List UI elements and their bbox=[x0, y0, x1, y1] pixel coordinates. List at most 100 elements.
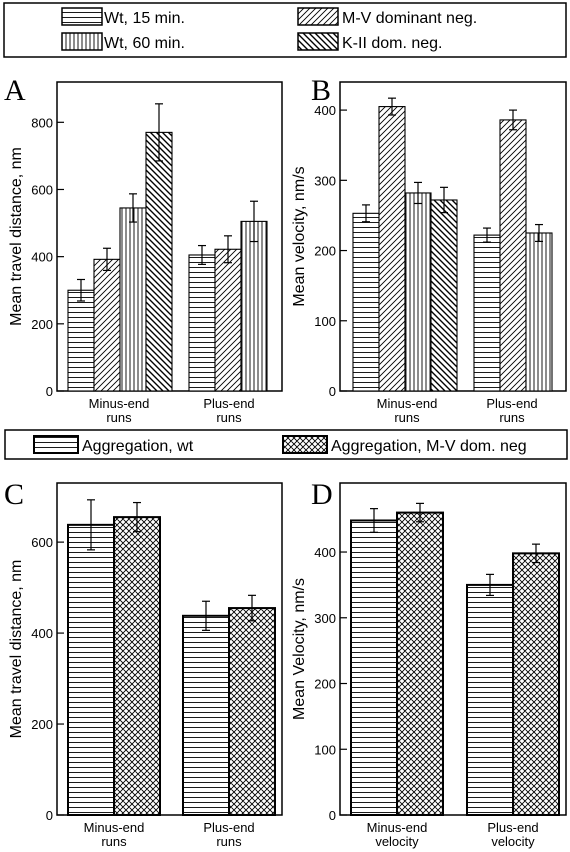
y-tick-label: 200 bbox=[314, 244, 336, 259]
category-label: Minus-end runs bbox=[89, 396, 150, 425]
bar bbox=[396, 511, 444, 816]
bar bbox=[145, 131, 173, 392]
category-label-line: Plus-end bbox=[486, 396, 537, 411]
bar bbox=[214, 248, 242, 392]
y-axis-label: Mean Velocity, nm/s bbox=[291, 578, 308, 720]
legend-top-item: K-II dom. neg. bbox=[297, 32, 443, 52]
error-bar bbox=[129, 193, 137, 223]
error-bar bbox=[370, 508, 378, 533]
error-bar bbox=[440, 186, 448, 214]
legend-swatch bbox=[297, 7, 339, 26]
y-tick-label: 0 bbox=[329, 808, 336, 823]
category-label-line: runs bbox=[216, 410, 242, 425]
y-tick-label: 600 bbox=[31, 535, 53, 550]
category-label-line: runs bbox=[106, 410, 132, 425]
y-tick-label: 0 bbox=[46, 384, 53, 399]
bar bbox=[473, 234, 501, 392]
category-label-line: Minus-end bbox=[84, 820, 145, 835]
y-tick-label: 400 bbox=[314, 545, 336, 560]
category-label-line: Plus-end bbox=[203, 820, 254, 835]
bar bbox=[466, 583, 514, 817]
category-label-line: Minus-end bbox=[89, 396, 150, 411]
chart-panel-b: B 0 100 200 300 400 Mean velocity, nm/s Minus-e… bbox=[291, 74, 567, 425]
y-tick-label: 400 bbox=[31, 250, 53, 265]
bar bbox=[430, 199, 458, 392]
legend-bottom: Aggregation, wt Aggregation, M-V dom. ne… bbox=[4, 429, 568, 460]
bar bbox=[67, 289, 95, 392]
category-label-line: Plus-end bbox=[487, 820, 538, 835]
legend-top-item: M-V dominant neg. bbox=[297, 7, 477, 27]
error-bar bbox=[388, 97, 396, 116]
y-tick-label: 100 bbox=[314, 314, 336, 329]
y-axis-label: Mean travel distance, nm bbox=[8, 560, 25, 739]
bar bbox=[182, 614, 230, 816]
legend-label: Aggregation, M-V dom. neg bbox=[331, 438, 527, 455]
panel-letter: B bbox=[311, 74, 331, 107]
error-bar bbox=[103, 247, 111, 272]
legend-swatch bbox=[61, 7, 103, 26]
error-bar bbox=[133, 501, 141, 533]
error-bar bbox=[414, 181, 422, 205]
bar bbox=[119, 207, 147, 392]
category-label: Plus-end runs bbox=[486, 396, 537, 425]
y-tick-label: 600 bbox=[31, 182, 53, 197]
category-label-line: runs bbox=[394, 410, 420, 425]
plot-frame bbox=[339, 482, 567, 816]
category-label-line: velocity bbox=[491, 834, 535, 849]
legend-swatch bbox=[33, 435, 79, 454]
y-tick-label: 300 bbox=[314, 611, 336, 626]
legend-label: Aggregation, wt bbox=[82, 438, 194, 455]
category-label-line: Plus-end bbox=[203, 396, 254, 411]
chart-panel-a: A 0 200 400 600 800 Mean travel distance, nm Mi… bbox=[4, 74, 283, 425]
legend-label: K-II dom. neg. bbox=[342, 35, 443, 52]
error-bar bbox=[486, 573, 494, 597]
bar bbox=[93, 258, 121, 392]
legend-swatch bbox=[61, 32, 103, 51]
legend-top-item: Wt, 15 min. bbox=[61, 7, 185, 27]
panel-letter: A bbox=[4, 74, 26, 107]
error-bar bbox=[483, 227, 491, 243]
legend-bottom-item: Aggregation, M-V dom. neg bbox=[282, 435, 527, 455]
bar bbox=[228, 607, 276, 816]
error-bar bbox=[77, 278, 85, 302]
category-label-line: runs bbox=[216, 834, 242, 849]
bar bbox=[113, 516, 161, 817]
legend-swatch bbox=[282, 435, 328, 454]
error-bar bbox=[532, 543, 540, 564]
bar bbox=[404, 192, 432, 392]
y-tick-label: 300 bbox=[314, 173, 336, 188]
error-bar bbox=[509, 109, 517, 131]
error-bar bbox=[224, 235, 232, 264]
chart-panel-d: D 0 100 200 300 400 Mean Velocity, nm/s Minus-e… bbox=[291, 478, 567, 849]
bar bbox=[188, 254, 216, 392]
chart-panel-c: C 0 200 400 600 Mean travel distance, nm Minus… bbox=[4, 478, 283, 849]
error-bar bbox=[87, 499, 95, 551]
category-label: Minus-end velocity bbox=[367, 820, 428, 849]
category-label: Plus-end runs bbox=[203, 820, 254, 849]
error-bar bbox=[535, 223, 543, 243]
bar bbox=[378, 106, 406, 392]
legend-top: Wt, 15 min. Wt, 60 min. M-V dominant neg… bbox=[3, 2, 567, 58]
y-tick-label: 200 bbox=[314, 677, 336, 692]
error-bar bbox=[416, 502, 424, 523]
y-tick-label: 200 bbox=[31, 717, 53, 732]
category-label-line: runs bbox=[499, 410, 525, 425]
y-axis-label: Mean velocity, nm/s bbox=[291, 166, 308, 306]
category-label: Plus-end runs bbox=[203, 396, 254, 425]
y-tick-label: 200 bbox=[31, 317, 53, 332]
y-tick-label: 400 bbox=[31, 626, 53, 641]
bar bbox=[350, 519, 398, 816]
y-tick-label: 400 bbox=[314, 103, 336, 118]
error-bar bbox=[362, 204, 370, 223]
error-bar bbox=[250, 200, 258, 243]
category-label-line: Minus-end bbox=[367, 820, 428, 835]
y-tick-label: 100 bbox=[314, 742, 336, 757]
plot-frame bbox=[56, 482, 283, 816]
bar bbox=[512, 552, 560, 816]
error-bar bbox=[155, 103, 163, 162]
legend-label: M-V dominant neg. bbox=[342, 10, 477, 27]
category-label-line: Minus-end bbox=[377, 396, 438, 411]
category-label: Plus-end velocity bbox=[487, 820, 538, 849]
bar bbox=[525, 232, 553, 392]
